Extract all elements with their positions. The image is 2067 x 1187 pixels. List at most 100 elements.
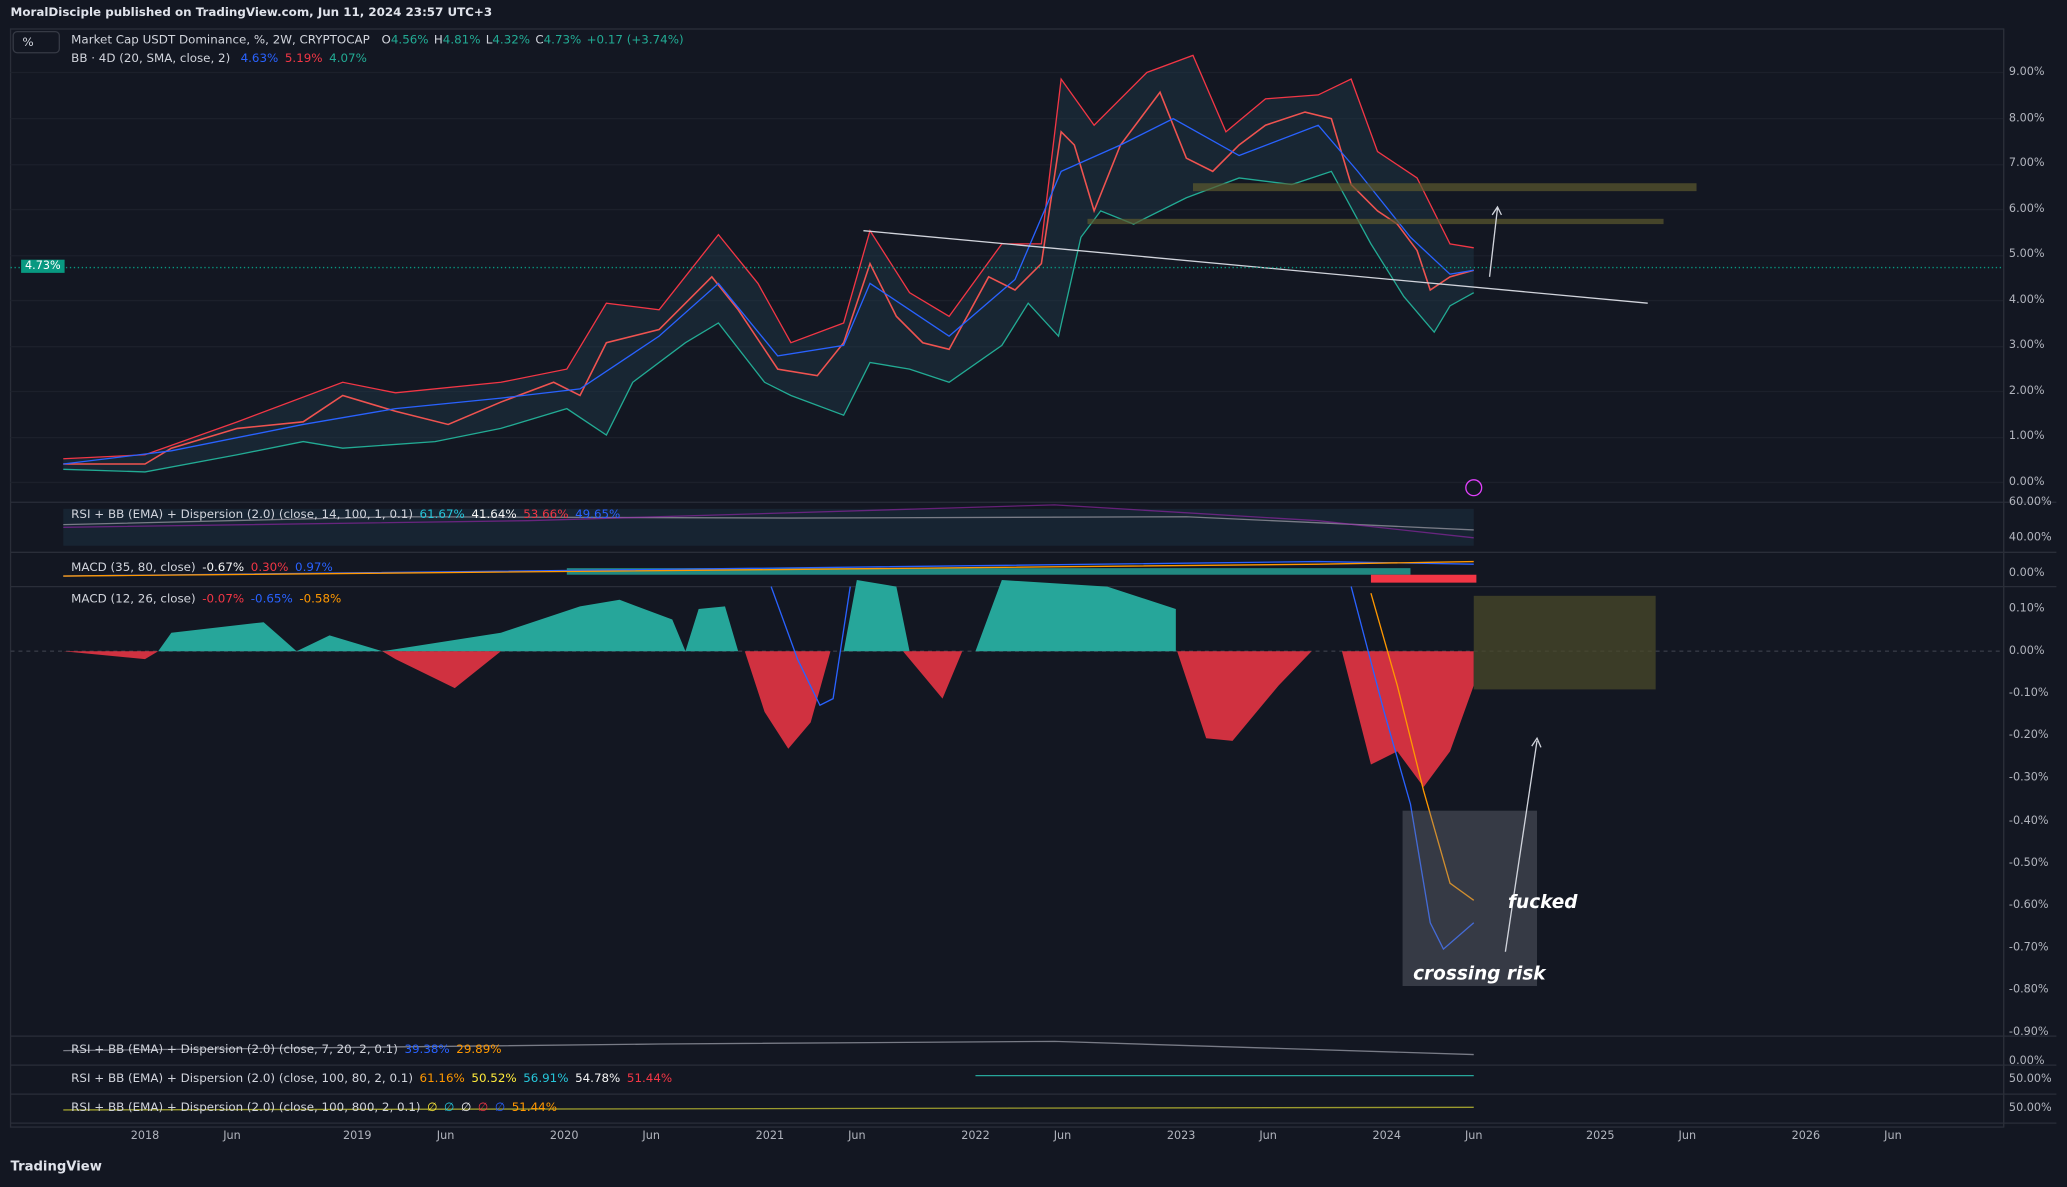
pane-title: RSI + BB (EMA) + Dispersion (2.0) (close… — [71, 508, 413, 523]
x-axis-label: 2025 — [1586, 1129, 1615, 1143]
x-axis-label: 2024 — [1372, 1129, 1402, 1143]
y-axis-label: 6.00% — [2008, 202, 2045, 216]
pane-legend: RSI + BB (EMA) + Dispersion (2.0) (close… — [71, 509, 620, 522]
pane-value: 50.52% — [471, 1073, 517, 1087]
pane-value: -0.65% — [250, 593, 293, 607]
pane-value: ∅ — [460, 1102, 472, 1116]
ohlc-value: 4.32% — [492, 34, 531, 48]
ohlc-value: 4.73% — [543, 34, 582, 48]
y-axis-label: -0.90% — [2008, 1025, 2049, 1039]
pane-value: 0.97% — [295, 561, 333, 575]
annotation: crossing risk — [1413, 963, 1546, 985]
x-axis-label: 2020 — [549, 1129, 579, 1143]
x-axis-label: Jun — [223, 1129, 241, 1143]
y-axis-label: 0.00% — [2008, 566, 2045, 581]
y-axis-label: -0.70% — [2008, 940, 2049, 955]
pane-value: ∅ — [477, 1102, 489, 1116]
x-axis-label: 2026 — [1791, 1129, 1821, 1143]
x-axis-label: Jun — [1259, 1129, 1277, 1143]
pane-value: 39.38% — [404, 1044, 450, 1058]
ohlc-label: O — [381, 34, 391, 48]
scale-button[interactable]: % — [22, 36, 34, 51]
x-axis-label: Jun — [1464, 1129, 1483, 1143]
bb-value: 4.63% — [240, 52, 279, 66]
pane-value: 61.67% — [419, 508, 465, 523]
x-axis-label: Jun — [1678, 1129, 1697, 1143]
y-axis-label: -0.40% — [2008, 813, 2049, 828]
pane-value: -0.67% — [202, 561, 245, 575]
x-axis-label: Jun — [1053, 1129, 1072, 1143]
pane-value: -0.58% — [299, 593, 342, 607]
bb-value: 4.07% — [329, 52, 367, 66]
pane-title: MACD (12, 26, close) — [71, 593, 196, 607]
y-axis-label: 40.00% — [2008, 531, 2052, 545]
ohlc-label: H — [433, 34, 443, 48]
change: +0.17 (+3.74%) — [586, 34, 684, 48]
y-axis-label: -0.60% — [2008, 898, 2049, 912]
y-axis-label: 7.00% — [2008, 156, 2045, 171]
y-axis-label: 0.00% — [2008, 475, 2045, 489]
ohlc-label: C — [535, 34, 544, 48]
pane-value: 41.64% — [471, 508, 517, 523]
y-axis-label: 5.00% — [2008, 248, 2045, 262]
pane-legend: RSI + BB (EMA) + Dispersion (2.0) (close… — [71, 1044, 501, 1057]
pane-value: ∅ — [427, 1102, 438, 1116]
x-axis-label: Jun — [1884, 1129, 1902, 1143]
pane-title: RSI + BB (EMA) + Dispersion (2.0) (close… — [71, 1073, 413, 1087]
pane-value: 56.91% — [523, 1073, 569, 1087]
y-axis-label: 8.00% — [2008, 111, 2045, 125]
pane-value: 49.65% — [575, 508, 621, 523]
pane-title: RSI + BB (EMA) + Dispersion (2.0) (close… — [71, 1102, 421, 1116]
price-label: 4.73% — [21, 259, 65, 273]
legend-main: Market Cap USDT Dominance, %, 2W, CRYPTO… — [71, 34, 683, 47]
y-axis-label: 2.00% — [2008, 384, 2045, 398]
x-axis-label: 2023 — [1166, 1129, 1196, 1143]
pane-value: ∅ — [494, 1102, 506, 1116]
y-axis-label: -0.20% — [2008, 729, 2049, 743]
pane-value: 51.44% — [511, 1102, 558, 1116]
pane-value: 61.16% — [419, 1073, 465, 1087]
y-axis-label: 3.00% — [2008, 339, 2045, 353]
bb-title: BB · 4D (20, SMA, close, 2) — [71, 52, 231, 66]
pane-value: ∅ — [444, 1102, 455, 1116]
y-axis-label: 50.00% — [2008, 1073, 2052, 1087]
pane-value: 51.44% — [626, 1073, 673, 1087]
pane-value: -0.07% — [202, 593, 245, 607]
bb-value: 5.19% — [284, 52, 323, 66]
y-axis-label: 60.00% — [2008, 495, 2052, 509]
pane-title: MACD (35, 80, close) — [71, 561, 196, 575]
pane-value: 54.78% — [575, 1073, 621, 1087]
y-axis-label: -0.80% — [2008, 983, 2049, 997]
y-axis-label: -0.30% — [2008, 771, 2049, 785]
x-axis-label: 2018 — [130, 1129, 160, 1143]
y-axis-label: 9.00% — [2008, 65, 2045, 80]
x-axis-label: 2019 — [342, 1129, 372, 1143]
legend-bb: BB · 4D (20, SMA, close, 2) 4.63% 5.19% 4.… — [71, 53, 367, 66]
annotation: fucked — [1508, 892, 1578, 914]
pane-legend: MACD (35, 80, close) -0.67% 0.30% 0.97% — [71, 562, 333, 575]
footer-logo[interactable]: TradingView — [10, 1160, 102, 1175]
y-axis-label: 1.00% — [2008, 430, 2045, 444]
x-axis-label: Jun — [642, 1129, 660, 1143]
x-axis-label: 2022 — [961, 1129, 990, 1143]
pane-value: 29.89% — [456, 1044, 502, 1058]
x-axis-label: Jun — [848, 1129, 866, 1143]
pane-legend: MACD (12, 26, close) -0.07% -0.65% -0.58% — [71, 593, 341, 606]
y-axis-label: -0.10% — [2008, 687, 2049, 701]
x-axis-label: Jun — [436, 1129, 455, 1143]
x-axis-label: 2021 — [755, 1129, 785, 1143]
pane-legend: RSI + BB (EMA) + Dispersion (2.0) (close… — [71, 1102, 557, 1115]
publisher-info: MoralDisciple published on TradingView.c… — [10, 6, 493, 20]
ohlc-label: L — [485, 34, 493, 48]
pane-title: RSI + BB (EMA) + Dispersion (2.0) (close… — [71, 1044, 398, 1058]
y-axis-label: 0.10% — [2008, 602, 2045, 616]
symbol: Market Cap USDT Dominance, %, 2W, CRYPTO… — [71, 34, 370, 48]
pane-value: 0.30% — [250, 561, 289, 575]
ohlc-value: 4.81% — [442, 34, 481, 48]
y-axis-label: 0.00% — [2008, 644, 2045, 658]
y-axis-label: -0.50% — [2008, 856, 2049, 870]
y-axis-label: 0.00% — [2008, 1054, 2045, 1068]
pane-legend: RSI + BB (EMA) + Dispersion (2.0) (close… — [71, 1073, 672, 1086]
